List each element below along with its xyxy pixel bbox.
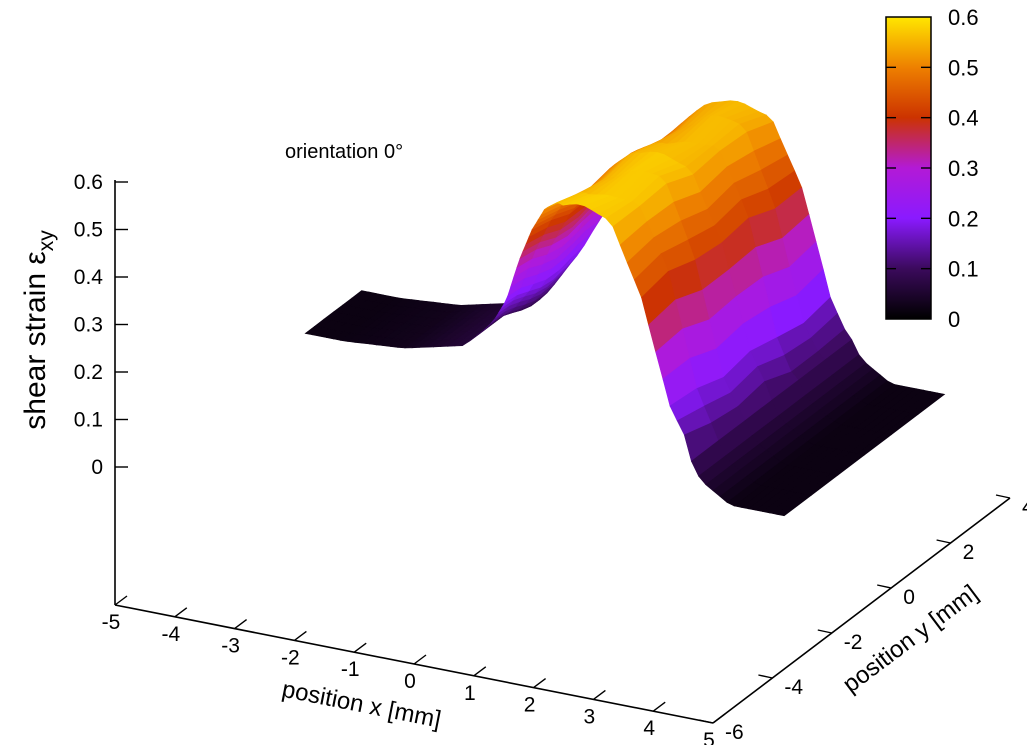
z-tick-label: 0.2 bbox=[74, 361, 103, 384]
y-tick-label: 0 bbox=[903, 586, 915, 609]
colorbar-ticks: 0 0.1 0.2 0.3 0.4 0.5 0.6 bbox=[886, 5, 979, 332]
y-axis-ticks: -6 -4 -2 0 2 4 bbox=[698, 494, 1027, 744]
y-tick-mark bbox=[995, 494, 1011, 499]
x-tick-mark bbox=[114, 595, 128, 606]
x-tick-label: 5 bbox=[703, 729, 715, 745]
y-tick-label: 2 bbox=[963, 541, 975, 564]
x-tick-mark bbox=[712, 713, 726, 724]
x-tick-mark bbox=[174, 607, 188, 618]
y-tick-mark bbox=[758, 674, 773, 679]
z-axis-title-sub: xy bbox=[35, 230, 58, 252]
x-tick-label: 4 bbox=[643, 717, 655, 740]
y-tick-label: -4 bbox=[784, 676, 803, 699]
x-tick-label: 1 bbox=[464, 682, 476, 705]
y-tick-label: 4 bbox=[1022, 496, 1027, 519]
y-axis-line bbox=[712, 497, 1011, 724]
y-tick-label: -2 bbox=[844, 631, 863, 654]
x-axis-ticks: -5 -4 -3 -2 -1 0 1 2 3 4 5 bbox=[102, 595, 726, 745]
z-axis-ticks: 0 0.1 0.2 0.3 0.4 0.5 0.6 bbox=[74, 171, 128, 479]
x-tick-label: -4 bbox=[161, 623, 180, 646]
z-tick-label: 0.3 bbox=[74, 314, 103, 337]
x-tick-mark bbox=[473, 666, 487, 677]
x-tick-mark bbox=[293, 630, 307, 641]
x-tick-label: 2 bbox=[524, 694, 536, 717]
y-tick-mark bbox=[877, 584, 892, 589]
x-axis-title: position x [mm] bbox=[280, 676, 444, 734]
colorbar-tick-label: 0.5 bbox=[948, 55, 979, 80]
z-axis-title: shear strain εxy bbox=[19, 230, 58, 430]
colorbar: 0 0.1 0.2 0.3 0.4 0.5 0.6 bbox=[885, 5, 979, 332]
z-tick-label: 0.5 bbox=[74, 219, 103, 242]
colorbar-tick-label: 0.6 bbox=[948, 5, 979, 30]
colorbar-tick-label: 0.4 bbox=[948, 106, 979, 131]
z-axis-title-main: shear strain ε bbox=[19, 251, 52, 429]
z-tick-label: 0.6 bbox=[74, 171, 103, 194]
y-tick-mark bbox=[936, 539, 951, 544]
y-tick-mark bbox=[698, 719, 714, 724]
x-tick-mark bbox=[353, 642, 367, 653]
colorbar-tick-label: 0 bbox=[948, 307, 960, 332]
x-tick-label: -2 bbox=[281, 646, 300, 669]
x-tick-label: 3 bbox=[584, 705, 596, 728]
z-tick-label: 0 bbox=[91, 456, 103, 479]
z-tick-label: 0.1 bbox=[74, 409, 103, 432]
colorbar-tick-label: 0.2 bbox=[948, 206, 979, 231]
z-tick-label: 0.4 bbox=[74, 266, 104, 289]
x-tick-label: -1 bbox=[341, 658, 360, 681]
surface-facet bbox=[776, 493, 812, 517]
chart-subtitle: orientation 0° bbox=[285, 141, 403, 163]
x-tick-label: 0 bbox=[404, 670, 416, 693]
y-tick-mark bbox=[817, 629, 832, 634]
x-tick-label: -5 bbox=[102, 611, 121, 634]
surface-plot bbox=[304, 100, 946, 517]
x-tick-mark bbox=[533, 678, 547, 689]
x-tick-label: -3 bbox=[221, 635, 240, 658]
x-tick-mark bbox=[234, 619, 248, 630]
x-tick-mark bbox=[592, 689, 606, 700]
colorbar-tick-label: 0.3 bbox=[948, 156, 979, 181]
x-tick-mark bbox=[413, 654, 427, 665]
colorbar-tick-label: 0.1 bbox=[948, 257, 979, 282]
x-tick-mark bbox=[652, 701, 666, 712]
y-tick-label: -6 bbox=[725, 721, 744, 744]
